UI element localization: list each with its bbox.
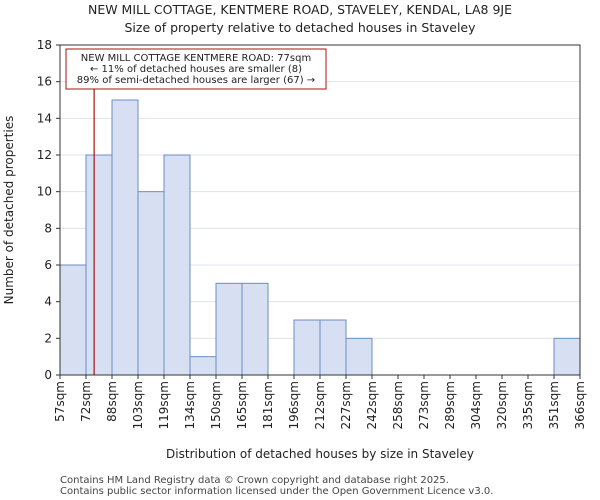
x-tick-label: 181sqm <box>261 381 275 429</box>
y-axis: 0 2 4 6 8 10 12 14 16 18 <box>37 38 60 382</box>
x-tick-label: 103sqm <box>131 381 145 429</box>
x-tick-label: 320sqm <box>495 381 509 429</box>
x-tick-label: 196sqm <box>287 381 301 429</box>
bar <box>111 99 139 376</box>
x-tick-label: 72sqm <box>79 381 93 422</box>
x-tick-label: 273sqm <box>417 381 431 429</box>
annotation-line3: 89% of semi-detached houses are larger (… <box>77 75 315 86</box>
y-tick-label: 6 <box>44 258 52 272</box>
bar <box>553 337 581 376</box>
x-tick-label: 351sqm <box>547 381 561 429</box>
y-tick-label: 18 <box>37 38 52 52</box>
x-tick-label: 119sqm <box>157 381 171 429</box>
x-tick-label: 289sqm <box>443 381 457 429</box>
y-axis-label: Number of detached properties <box>2 116 16 305</box>
x-tick-label: 227sqm <box>339 381 353 429</box>
y-tick-label: 2 <box>44 331 52 345</box>
x-tick-label: 57sqm <box>53 381 67 422</box>
y-tick-label: 8 <box>44 221 52 235</box>
bar <box>241 282 269 376</box>
x-axis-label: Distribution of detached houses by size … <box>166 447 474 461</box>
x-tick-label: 165sqm <box>235 381 249 429</box>
x-tick-label: 304sqm <box>469 381 483 429</box>
bar <box>85 154 113 376</box>
y-tick-label: 12 <box>37 148 52 162</box>
y-tick-label: 4 <box>44 295 52 309</box>
bar <box>59 264 87 376</box>
bar <box>319 319 347 376</box>
x-tick-label: 212sqm <box>313 381 327 429</box>
footer-line2: Contains public sector information licen… <box>60 486 493 497</box>
bar <box>163 154 191 376</box>
x-tick-label: 150sqm <box>209 381 223 429</box>
y-tick-label: 0 <box>44 368 52 382</box>
bar <box>345 337 373 376</box>
bars <box>59 99 581 376</box>
x-tick-label: 88sqm <box>105 381 119 422</box>
footer-line1: Contains HM Land Registry data © Crown c… <box>60 475 449 486</box>
y-tick-label: 16 <box>37 75 52 89</box>
x-tick-label: 258sqm <box>391 381 405 429</box>
bar <box>293 319 321 376</box>
y-tick-label: 14 <box>37 111 52 125</box>
annotation-line1: NEW MILL COTTAGE KENTMERE ROAD: 77sqm <box>81 53 311 64</box>
bar <box>215 282 243 376</box>
y-tick-label: 10 <box>37 185 52 199</box>
x-tick-label: 242sqm <box>365 381 379 429</box>
x-axis: 57sqm 72sqm 88sqm 103sqm 119sqm 134sqm 150sqm 1… <box>53 375 587 429</box>
x-tick-label: 335sqm <box>521 381 535 429</box>
bar <box>137 191 165 376</box>
chart-title-line1: NEW MILL COTTAGE, KENTMERE ROAD, STAVELE… <box>88 2 512 17</box>
x-tick-label: 134sqm <box>183 381 197 429</box>
bar <box>189 356 217 376</box>
annotation-line2: ← 11% of detached houses are smaller (8) <box>90 64 302 75</box>
chart-title-line2: Size of property relative to detached ho… <box>124 20 476 35</box>
x-tick-label: 366sqm <box>573 381 587 429</box>
annotation-box: NEW MILL COTTAGE KENTMERE ROAD: 77sqm ← … <box>65 48 327 90</box>
